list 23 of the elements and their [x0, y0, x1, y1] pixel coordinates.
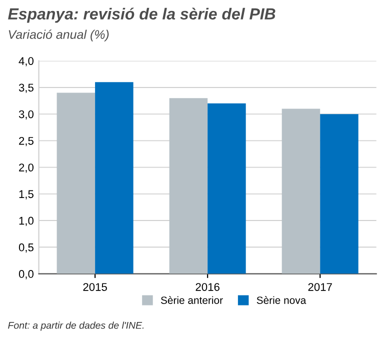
y-tick-label: 0,0 [18, 270, 34, 280]
legend-label: Sèrie anterior [160, 296, 223, 304]
bar [208, 103, 246, 274]
y-tick-label: 0,5 [18, 243, 34, 253]
x-tick-label: 2016 [196, 283, 220, 291]
bar [320, 114, 358, 274]
chart-subtitle: Variació anual (%) [8, 30, 109, 42]
y-tick-label: 3,0 [18, 110, 34, 120]
chart-title: Espanya: revisió de la sèrie del PIB [8, 8, 276, 23]
y-tick-label: 1,5 [19, 190, 34, 200]
y-tick-label: 2,0 [19, 164, 34, 173]
x-tick-label: 2015 [83, 283, 107, 291]
legend-label: Sèrie nova [256, 296, 306, 304]
y-tick-label: 3,5 [18, 84, 34, 93]
text: Font: a partir de dades de l'INE. [8, 322, 144, 331]
x-tick-label: 2017 [308, 283, 332, 291]
y-tick-label: 1,0 [19, 216, 34, 226]
bar [282, 108, 320, 274]
bar [56, 92, 96, 274]
bar [95, 82, 134, 274]
bar [169, 98, 208, 274]
y-tick-label: 2,5 [19, 136, 34, 146]
y-tick-label: 4,0 [18, 57, 34, 66]
